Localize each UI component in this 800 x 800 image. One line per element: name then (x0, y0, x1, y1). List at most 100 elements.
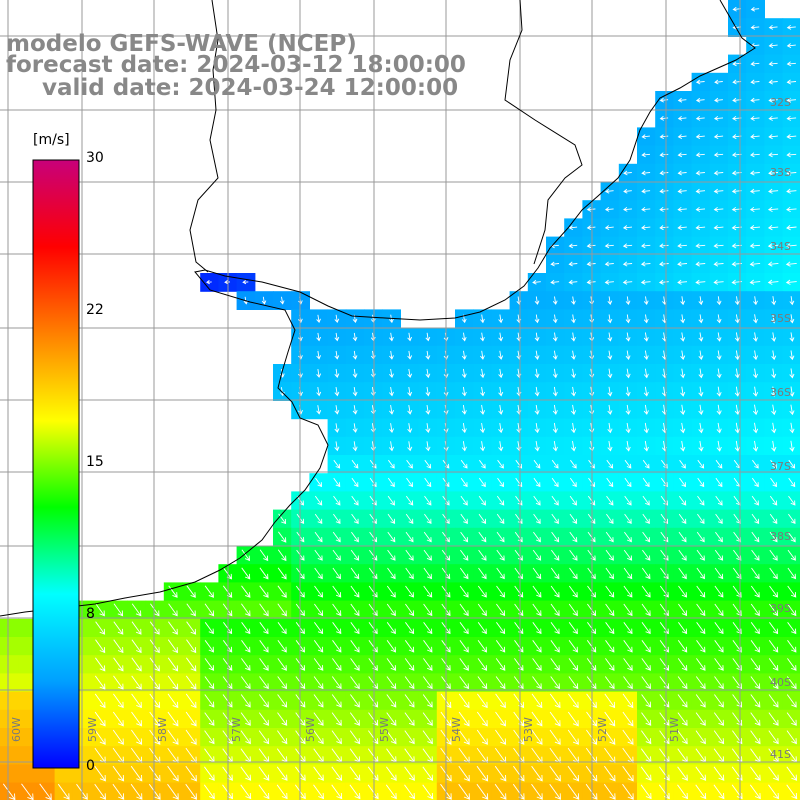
wind-arrow (404, 676, 415, 690)
wind-arrow (680, 368, 686, 379)
wind-arrow (351, 459, 359, 469)
wind-arrow (95, 639, 106, 654)
wind-arrow (350, 549, 360, 561)
wind-arrow (677, 152, 687, 158)
wind-arrow (677, 97, 687, 103)
wind-arrow (679, 477, 686, 488)
wind-arrow (477, 658, 488, 671)
wind-speed-cell (691, 782, 711, 800)
wind-arrow (695, 170, 705, 176)
wind-arrow (751, 567, 760, 580)
wind-arrow (786, 79, 797, 85)
lon-label-51w: 51W (668, 717, 681, 742)
wind-arrow (532, 640, 542, 653)
wind-arrow (786, 43, 796, 49)
wind-speed-cell (18, 782, 37, 800)
wind-arrow (641, 170, 651, 176)
colorbar-units: [m/s] (33, 132, 70, 148)
wind-arrow (549, 783, 561, 800)
wind-arrow (314, 513, 323, 524)
wind-arrow (659, 585, 669, 598)
wind-arrow (386, 766, 397, 781)
wind-arrow (750, 676, 761, 690)
wind-arrow (241, 567, 251, 580)
wind-arrow (786, 730, 797, 745)
wind-arrow (241, 640, 251, 653)
wind-arrow (351, 477, 359, 488)
wind-arrow (604, 261, 614, 267)
wind-arrow (695, 134, 705, 140)
wind-arrow (552, 296, 558, 305)
wind-arrow (749, 784, 761, 800)
wind-arrow (496, 495, 505, 506)
wind-speed-cell (36, 782, 56, 800)
wind-arrow (186, 621, 197, 635)
wind-arrow (407, 441, 413, 452)
wind-arrow (788, 459, 796, 469)
wind-arrow (422, 784, 434, 800)
wind-arrow (715, 459, 723, 469)
lat-label-35s: 35S (770, 312, 791, 325)
wind-arrow (695, 712, 706, 726)
wind-arrow (240, 784, 252, 800)
wind-arrow (313, 712, 324, 726)
wind-arrow (734, 350, 740, 361)
wind-arrow (531, 693, 543, 709)
colorbar-tick-0: 0 (86, 758, 95, 774)
wind-speed-cell (327, 782, 347, 800)
wind-arrow (149, 711, 161, 727)
wind-arrow (769, 603, 779, 617)
wind-arrow (461, 441, 467, 452)
wind-arrow (604, 279, 614, 285)
wind-arrow (185, 765, 197, 782)
wind-arrow (550, 603, 560, 617)
colorbar-tick-22: 22 (86, 302, 104, 318)
wind-arrow (677, 134, 687, 140)
wind-arrow (750, 603, 760, 617)
wind-arrow (749, 225, 761, 231)
wind-arrow (94, 711, 106, 727)
wind-arrow (424, 513, 432, 524)
wind-arrow (112, 765, 125, 782)
wind-arrow (388, 459, 395, 469)
wind-arrow (623, 549, 633, 561)
wind-arrow (789, 404, 795, 416)
wind-arrow (460, 513, 468, 524)
wind-arrow (425, 441, 431, 452)
wind-arrow (769, 513, 778, 524)
wind-arrow (677, 676, 688, 690)
wind-arrow (641, 188, 651, 194)
wind-arrow (659, 603, 669, 617)
wind-arrow (459, 603, 469, 617)
wind-arrow (605, 658, 615, 671)
wind-speed-cell (0, 728, 19, 747)
wind-arrow (568, 243, 578, 249)
lat-label-34s: 34S (770, 240, 791, 253)
wind-arrow (641, 206, 651, 212)
wind-arrow (405, 531, 414, 543)
wind-arrow (314, 495, 323, 506)
wind-arrow (149, 675, 160, 690)
wind-arrow (407, 332, 413, 342)
wind-arrow (334, 441, 340, 452)
wind-arrow (534, 404, 540, 415)
lon-label-57w: 57W (230, 717, 243, 742)
wind-arrow (624, 513, 632, 524)
wind-arrow (625, 332, 631, 342)
wind-arrow (404, 730, 415, 745)
wind-arrow (677, 279, 688, 285)
wind-arrow (477, 693, 488, 709)
wind-speed-cell (0, 764, 19, 784)
wind-arrow (715, 531, 723, 543)
wind-arrow (532, 279, 541, 285)
wind-arrow (789, 440, 795, 452)
wind-arrow (677, 170, 687, 176)
wind-arrow (695, 206, 706, 212)
wind-arrow (623, 622, 633, 635)
wind-arrow (785, 243, 797, 249)
wind-arrow (660, 549, 669, 561)
wind-arrow (622, 765, 634, 782)
wind-arrow (788, 477, 796, 488)
wind-arrow (313, 658, 324, 671)
wind-arrow (532, 658, 542, 671)
